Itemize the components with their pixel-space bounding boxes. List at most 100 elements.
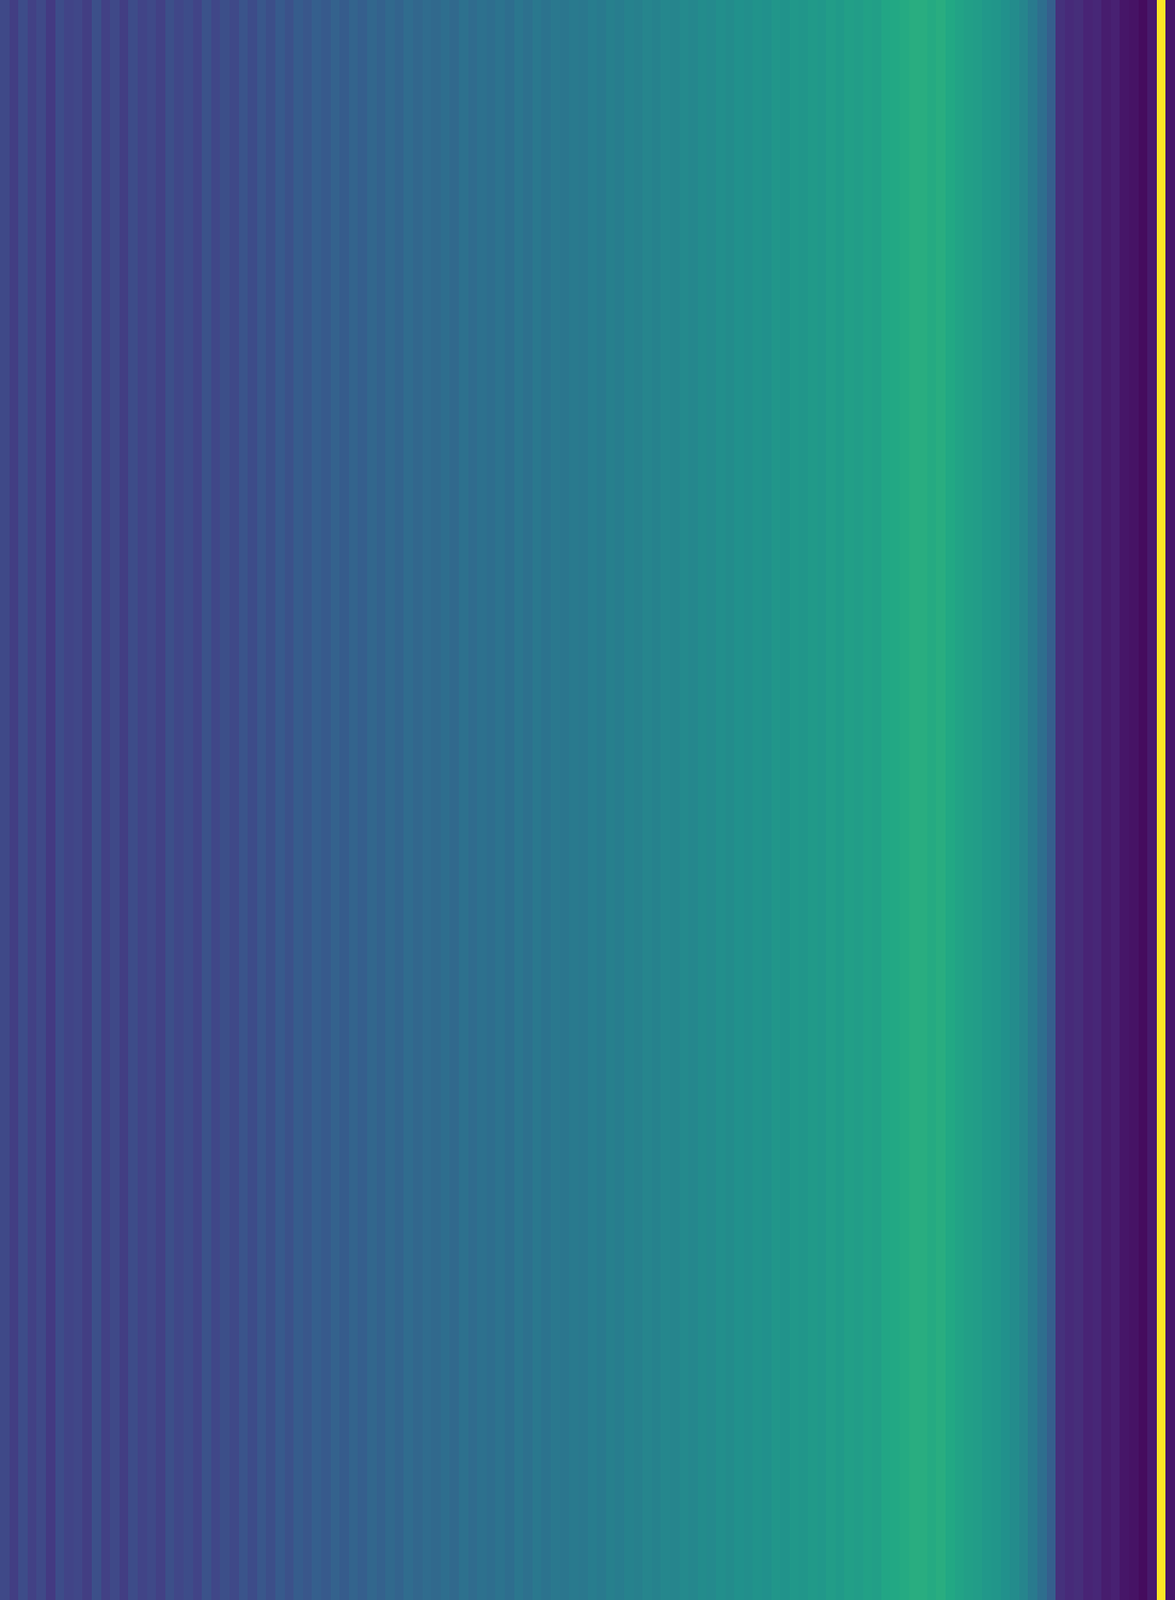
heatmap-cell: [193, 0, 203, 1600]
heatmap-cell: [955, 0, 965, 1600]
heatmap-cell: [541, 0, 551, 1600]
heatmap-cell: [624, 0, 634, 1600]
heatmap-cell: [293, 0, 304, 1600]
heatmap-cell: [18, 0, 28, 1600]
heatmap-cell: [211, 0, 221, 1600]
heatmap-cell: [826, 0, 836, 1600]
heatmap-cell: [935, 0, 946, 1600]
heatmap-cell: [385, 0, 395, 1600]
heatmap-cell: [578, 0, 588, 1600]
heatmap-cell: [881, 0, 892, 1600]
heatmap-cell: [909, 0, 919, 1600]
heatmap-cell: [165, 0, 175, 1600]
heatmap-cell: [835, 0, 846, 1600]
heatmap-cell: [36, 0, 46, 1600]
heatmap-cell: [128, 0, 138, 1600]
heatmap-cell: [1156, 0, 1167, 1600]
heatmap-cell: [587, 0, 598, 1600]
heatmap-cell: [817, 0, 827, 1600]
heatmap-cell: [239, 0, 249, 1600]
heatmap-cell: [863, 0, 873, 1600]
heatmap-chart: [0, 0, 1175, 1600]
heatmap-cell: [743, 0, 754, 1600]
heatmap-cell: [606, 0, 616, 1600]
heatmap-cell: [1065, 0, 1075, 1600]
heatmap-cell: [477, 0, 487, 1600]
heatmap-cell: [706, 0, 717, 1600]
heatmap-cell: [945, 0, 956, 1600]
heatmap-cell: [853, 0, 864, 1600]
heatmap-cell: [532, 0, 543, 1600]
heatmap-cell: [652, 0, 662, 1600]
heatmap-cell: [247, 0, 258, 1600]
heatmap-cell: [890, 0, 900, 1600]
heatmap-cell: [560, 0, 570, 1600]
heatmap-cell: [367, 0, 377, 1600]
heatmap-cell: [917, 0, 928, 1600]
heatmap-cell: [991, 0, 1001, 1600]
heatmap-cell: [871, 0, 882, 1600]
heatmap-cell: [550, 0, 561, 1600]
heatmap-cell: [1110, 0, 1121, 1600]
heatmap-cell: [403, 0, 414, 1600]
heatmap-cell: [321, 0, 331, 1600]
heatmap-cell: [789, 0, 800, 1600]
heatmap-cell: [1138, 0, 1149, 1600]
heatmap-cell: [174, 0, 184, 1600]
heatmap-cell: [679, 0, 690, 1600]
heatmap-cell: [780, 0, 790, 1600]
heatmap-cell: [376, 0, 387, 1600]
heatmap-cell: [45, 0, 56, 1600]
heatmap-cell: [734, 0, 744, 1600]
heatmap-cell: [183, 0, 194, 1600]
heatmap-cell: [752, 0, 762, 1600]
heatmap-cell: [899, 0, 910, 1600]
heatmap-cell: [449, 0, 459, 1600]
heatmap-cell: [1073, 0, 1084, 1600]
heatmap-cell: [1119, 0, 1130, 1600]
heatmap-cell: [963, 0, 974, 1600]
heatmap-cell: [275, 0, 285, 1600]
heatmap-cell: [522, 0, 533, 1600]
heatmap-cell: [716, 0, 726, 1600]
heatmap-cell: [82, 0, 92, 1600]
heatmap-cell: [1009, 0, 1020, 1600]
heatmap-cell: [91, 0, 102, 1600]
heatmap-cell: [697, 0, 708, 1600]
heatmap-cell: [670, 0, 680, 1600]
heatmap-cell: [973, 0, 983, 1600]
heatmap-cell: [614, 0, 625, 1600]
heatmap-cell: [642, 0, 653, 1600]
heatmap-cell: [1046, 0, 1057, 1600]
heatmap-cell: [348, 0, 359, 1600]
heatmap-cell: [725, 0, 736, 1600]
heatmap-cell: [1147, 0, 1157, 1600]
heatmap-cell: [422, 0, 433, 1600]
heatmap-cell: [568, 0, 579, 1600]
heatmap-cell: [495, 0, 505, 1600]
heatmap-cell: [633, 0, 644, 1600]
heatmap-cell: [147, 0, 157, 1600]
heatmap-cell: [284, 0, 295, 1600]
heatmap-cell: [514, 0, 524, 1600]
heatmap-cell: [257, 0, 267, 1600]
heatmap-cell: [431, 0, 441, 1600]
heatmap-cell: [9, 0, 20, 1600]
heatmap-cell: [504, 0, 515, 1600]
heatmap-cell: [1092, 0, 1103, 1600]
heatmap-cell: [137, 0, 148, 1600]
heatmap-cell: [1129, 0, 1139, 1600]
heatmap-cell: [1019, 0, 1029, 1600]
heatmap-cell: [101, 0, 111, 1600]
heatmap-cell: [155, 0, 166, 1600]
heatmap-cell: [981, 0, 992, 1600]
heatmap-cell: [303, 0, 313, 1600]
heatmap-cell: [486, 0, 497, 1600]
heatmap-cell: [761, 0, 772, 1600]
heatmap-cell: [413, 0, 423, 1600]
heatmap-cell: [330, 0, 341, 1600]
heatmap-cell: [229, 0, 240, 1600]
heatmap-cell: [1027, 0, 1038, 1600]
heatmap-cell: [440, 0, 451, 1600]
heatmap-cell: [660, 0, 671, 1600]
